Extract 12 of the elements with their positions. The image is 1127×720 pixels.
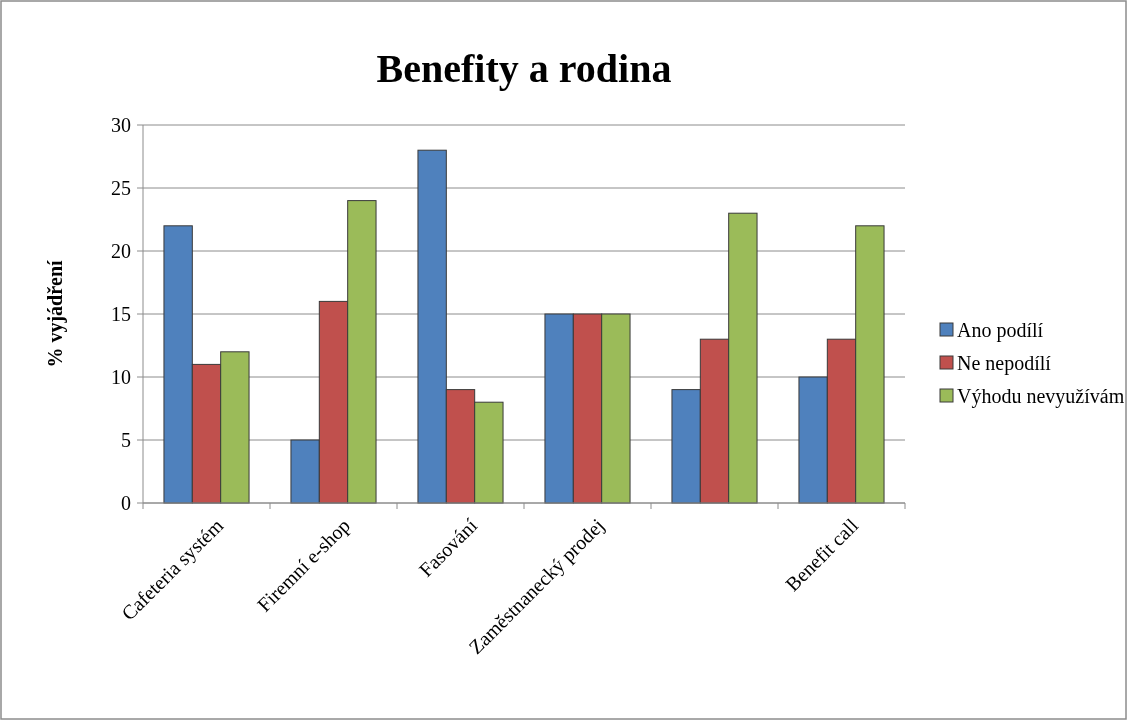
y-tick-label: 30 <box>111 114 131 136</box>
y-tick-label: 15 <box>111 303 131 325</box>
chart-title: Benefity a rodina <box>376 46 672 91</box>
y-axis-title: % vyjádření <box>44 259 67 368</box>
y-tick-label: 0 <box>121 492 131 514</box>
legend-label: Výhodu nevyužívám <box>957 385 1125 408</box>
legend-label: Ne nepodílí <box>957 352 1052 375</box>
y-tick-label: 20 <box>111 240 131 262</box>
y-tick-label: 10 <box>111 366 131 388</box>
legend-label: Ano podílí <box>957 319 1044 342</box>
y-tick-label: 25 <box>111 177 131 199</box>
y-tick-label: 5 <box>121 429 131 451</box>
